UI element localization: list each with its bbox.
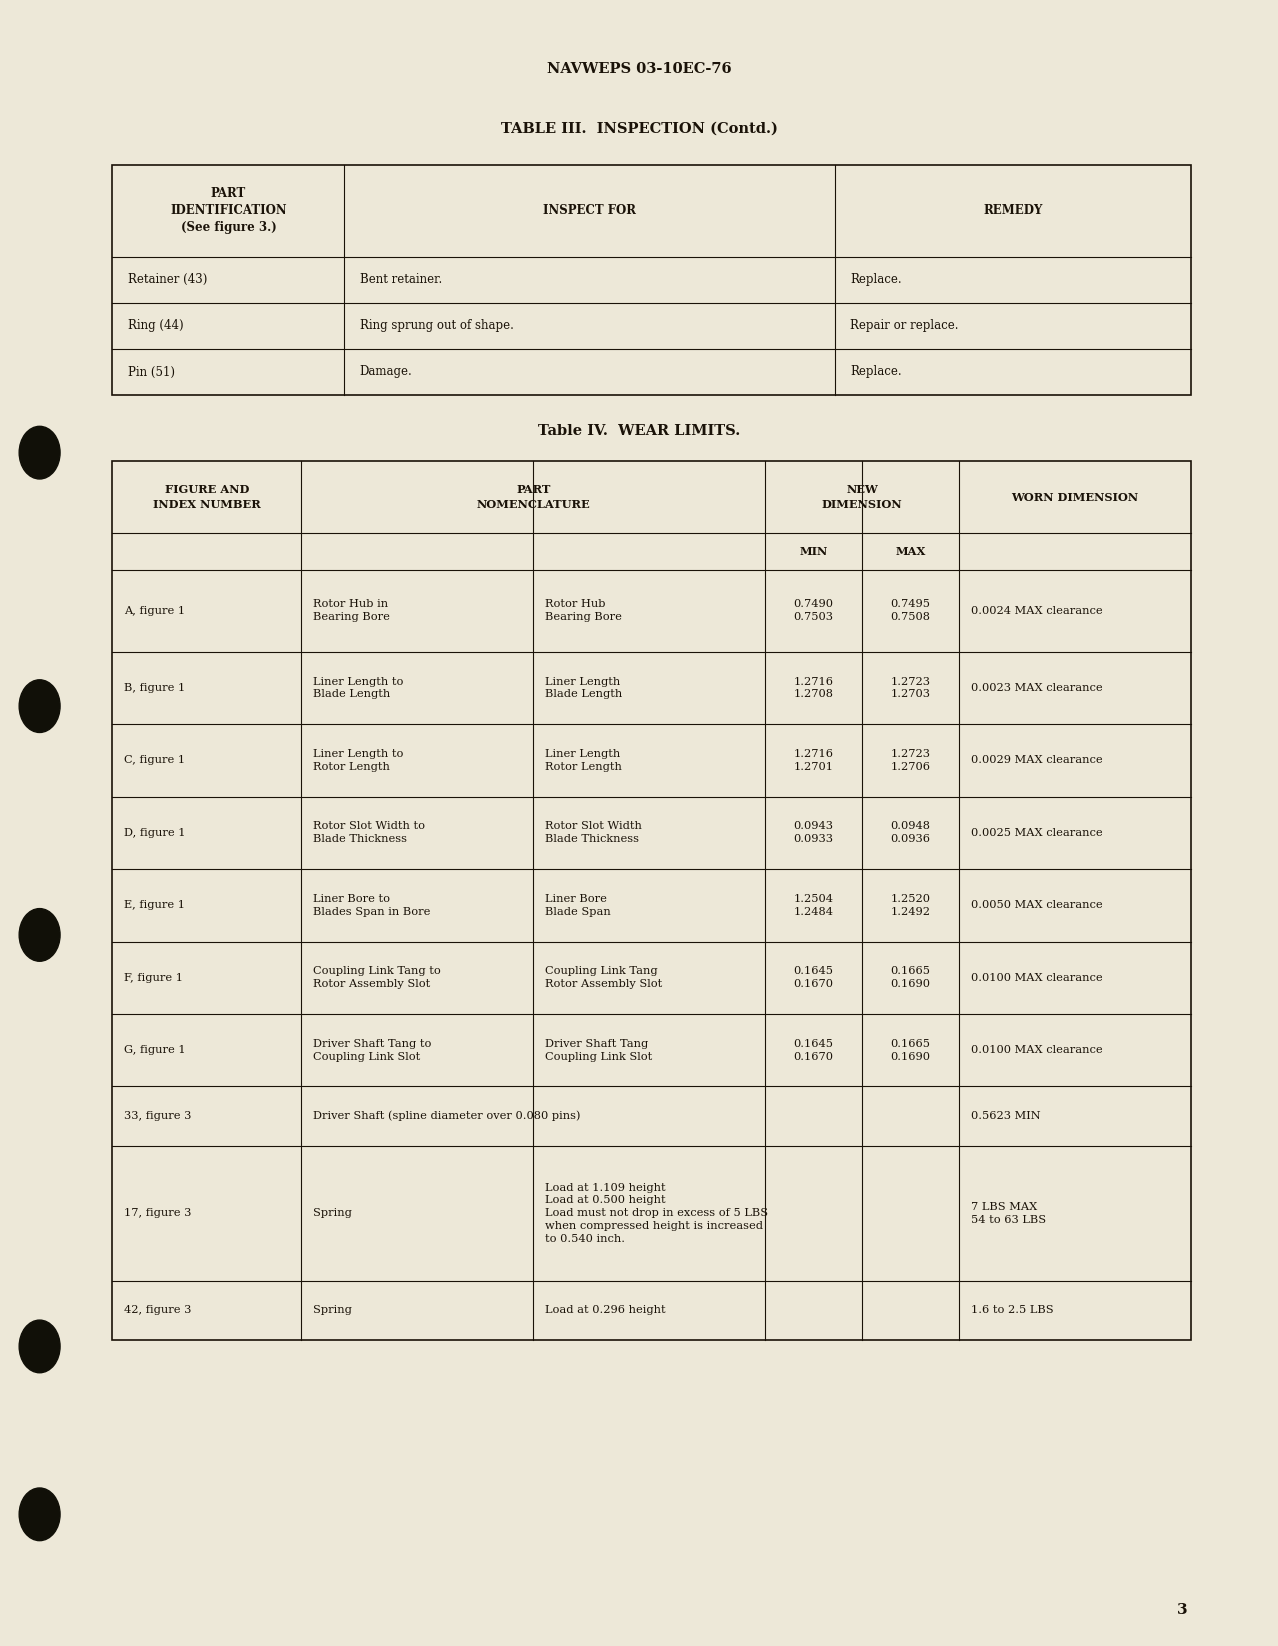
- Text: Retainer (43): Retainer (43): [128, 273, 207, 286]
- Text: Load at 1.109 height
Load at 0.500 height
Load must not drop in excess of 5 LBS
: Load at 1.109 height Load at 0.500 heigh…: [544, 1182, 768, 1244]
- Text: Liner Length
Rotor Length: Liner Length Rotor Length: [544, 749, 621, 772]
- Text: Load at 0.296 height: Load at 0.296 height: [544, 1305, 666, 1315]
- Text: Pin (51): Pin (51): [128, 365, 175, 379]
- Text: Liner Bore to
Blades Span in Bore: Liner Bore to Blades Span in Bore: [313, 894, 431, 917]
- Text: 1.2723
1.2703: 1.2723 1.2703: [891, 677, 930, 700]
- Text: E, figure 1: E, figure 1: [124, 900, 185, 910]
- Text: 0.0023 MAX clearance: 0.0023 MAX clearance: [971, 683, 1103, 693]
- Text: 0.7490
0.7503: 0.7490 0.7503: [794, 599, 833, 622]
- Text: Replace.: Replace.: [850, 365, 902, 379]
- Circle shape: [19, 909, 60, 961]
- Text: 1.2716
1.2701: 1.2716 1.2701: [794, 749, 833, 772]
- Text: 1.2504
1.2484: 1.2504 1.2484: [794, 894, 833, 917]
- Text: 3: 3: [1177, 1603, 1187, 1616]
- Text: A, figure 1: A, figure 1: [124, 606, 185, 616]
- Text: PART
NOMENCLATURE: PART NOMENCLATURE: [477, 484, 590, 510]
- Circle shape: [19, 680, 60, 732]
- Text: Repair or replace.: Repair or replace.: [850, 319, 958, 332]
- Text: Ring (44): Ring (44): [128, 319, 184, 332]
- Text: MAX: MAX: [896, 546, 925, 556]
- Text: 0.1645
0.1670: 0.1645 0.1670: [794, 1039, 833, 1062]
- Text: 1.6 to 2.5 LBS: 1.6 to 2.5 LBS: [971, 1305, 1053, 1315]
- Text: TABLE III.  INSPECTION (Contd.): TABLE III. INSPECTION (Contd.): [501, 122, 777, 135]
- Text: C, figure 1: C, figure 1: [124, 756, 185, 765]
- Text: Spring: Spring: [313, 1208, 351, 1218]
- Bar: [112, 461, 1191, 1340]
- Text: 0.7495
0.7508: 0.7495 0.7508: [891, 599, 930, 622]
- Text: Driver Shaft Tang to
Coupling Link Slot: Driver Shaft Tang to Coupling Link Slot: [313, 1039, 431, 1062]
- Text: 0.0948
0.0936: 0.0948 0.0936: [891, 821, 930, 844]
- Text: MIN: MIN: [800, 546, 828, 556]
- Text: 1.2520
1.2492: 1.2520 1.2492: [891, 894, 930, 917]
- Text: 33, figure 3: 33, figure 3: [124, 1111, 192, 1121]
- Circle shape: [19, 1488, 60, 1541]
- Text: Coupling Link Tang to
Rotor Assembly Slot: Coupling Link Tang to Rotor Assembly Slo…: [313, 966, 441, 989]
- Text: Table IV.  WEAR LIMITS.: Table IV. WEAR LIMITS.: [538, 425, 740, 438]
- Text: 0.5623 MIN: 0.5623 MIN: [971, 1111, 1040, 1121]
- Text: WORN DIMENSION: WORN DIMENSION: [1012, 492, 1139, 502]
- Text: 1.2716
1.2708: 1.2716 1.2708: [794, 677, 833, 700]
- Text: Liner Length
Blade Length: Liner Length Blade Length: [544, 677, 622, 700]
- Text: REMEDY: REMEDY: [984, 204, 1043, 217]
- Bar: [112, 165, 1191, 395]
- Circle shape: [19, 426, 60, 479]
- Text: Coupling Link Tang
Rotor Assembly Slot: Coupling Link Tang Rotor Assembly Slot: [544, 966, 662, 989]
- Text: 0.0025 MAX clearance: 0.0025 MAX clearance: [971, 828, 1103, 838]
- Text: Rotor Slot Width
Blade Thickness: Rotor Slot Width Blade Thickness: [544, 821, 642, 844]
- Circle shape: [19, 1320, 60, 1373]
- Text: Damage.: Damage.: [359, 365, 413, 379]
- Text: Driver Shaft Tang
Coupling Link Slot: Driver Shaft Tang Coupling Link Slot: [544, 1039, 652, 1062]
- Text: Ring sprung out of shape.: Ring sprung out of shape.: [359, 319, 514, 332]
- Text: 0.0100 MAX clearance: 0.0100 MAX clearance: [971, 1045, 1103, 1055]
- Text: 42, figure 3: 42, figure 3: [124, 1305, 192, 1315]
- Text: Spring: Spring: [313, 1305, 351, 1315]
- Text: Rotor Hub
Bearing Bore: Rotor Hub Bearing Bore: [544, 599, 621, 622]
- Text: 17, figure 3: 17, figure 3: [124, 1208, 192, 1218]
- Text: 0.0100 MAX clearance: 0.0100 MAX clearance: [971, 973, 1103, 983]
- Text: 0.0024 MAX clearance: 0.0024 MAX clearance: [971, 606, 1103, 616]
- Text: 1.2723
1.2706: 1.2723 1.2706: [891, 749, 930, 772]
- Text: 7 LBS MAX
54 to 63 LBS: 7 LBS MAX 54 to 63 LBS: [971, 1202, 1045, 1225]
- Text: B, figure 1: B, figure 1: [124, 683, 185, 693]
- Text: Liner Length to
Blade Length: Liner Length to Blade Length: [313, 677, 403, 700]
- Text: 0.0029 MAX clearance: 0.0029 MAX clearance: [971, 756, 1103, 765]
- Text: Driver Shaft (spline diameter over 0.080 pins): Driver Shaft (spline diameter over 0.080…: [313, 1111, 580, 1121]
- Text: Replace.: Replace.: [850, 273, 902, 286]
- Text: 0.0050 MAX clearance: 0.0050 MAX clearance: [971, 900, 1103, 910]
- Text: Liner Length to
Rotor Length: Liner Length to Rotor Length: [313, 749, 403, 772]
- Text: INSPECT FOR: INSPECT FOR: [543, 204, 636, 217]
- Text: 0.1665
0.1690: 0.1665 0.1690: [891, 966, 930, 989]
- Text: 0.1645
0.1670: 0.1645 0.1670: [794, 966, 833, 989]
- Text: PART
IDENTIFICATION
(See figure 3.): PART IDENTIFICATION (See figure 3.): [170, 188, 286, 234]
- Text: FIGURE AND
INDEX NUMBER: FIGURE AND INDEX NUMBER: [153, 484, 261, 510]
- Text: Rotor Slot Width to
Blade Thickness: Rotor Slot Width to Blade Thickness: [313, 821, 424, 844]
- Text: Rotor Hub in
Bearing Bore: Rotor Hub in Bearing Bore: [313, 599, 390, 622]
- Text: NEW
DIMENSION: NEW DIMENSION: [822, 484, 902, 510]
- Text: Bent retainer.: Bent retainer.: [359, 273, 442, 286]
- Text: Liner Bore
Blade Span: Liner Bore Blade Span: [544, 894, 611, 917]
- Text: NAVWEPS 03-10EC-76: NAVWEPS 03-10EC-76: [547, 63, 731, 76]
- Text: D, figure 1: D, figure 1: [124, 828, 185, 838]
- Text: 0.1665
0.1690: 0.1665 0.1690: [891, 1039, 930, 1062]
- Text: 0.0943
0.0933: 0.0943 0.0933: [794, 821, 833, 844]
- Text: G, figure 1: G, figure 1: [124, 1045, 185, 1055]
- Text: F, figure 1: F, figure 1: [124, 973, 183, 983]
